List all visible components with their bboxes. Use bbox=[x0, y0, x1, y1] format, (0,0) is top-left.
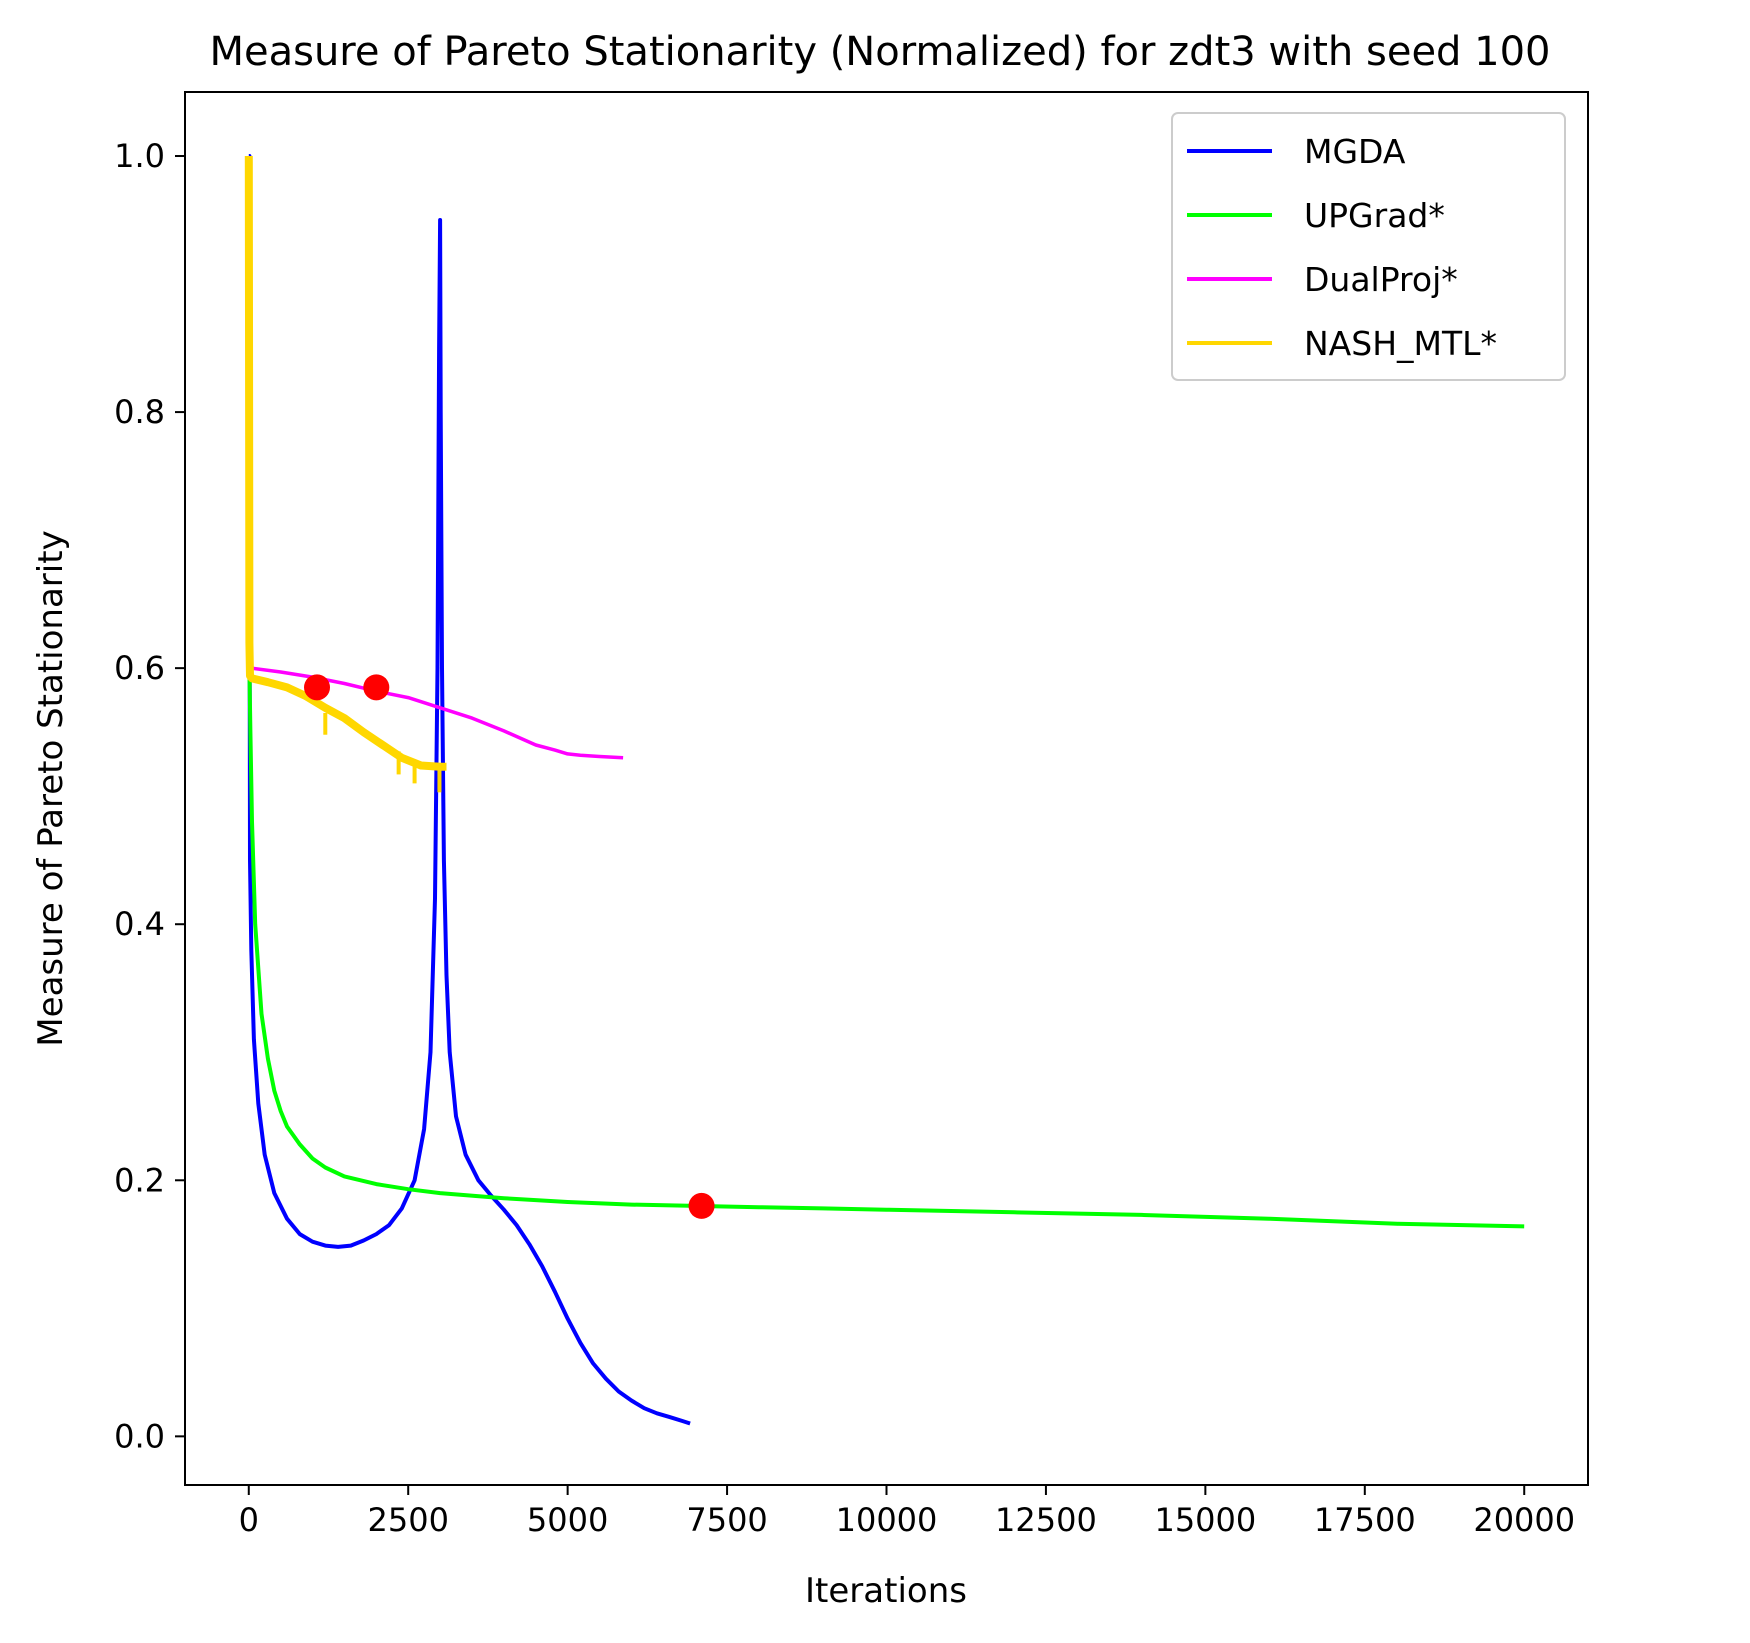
y-tick-label: 0.6 bbox=[114, 649, 165, 687]
legend-entry: NASH_MTL* bbox=[1304, 324, 1497, 363]
x-tick-label: 12500 bbox=[995, 1501, 1097, 1539]
y-tick-label: 0.8 bbox=[114, 393, 165, 431]
chart-title: Measure of Pareto Stationarity (Normaliz… bbox=[209, 29, 1550, 75]
x-tick-label: 7500 bbox=[686, 1501, 767, 1539]
legend: MGDA UPGrad* DualProj* NASH_MTL* bbox=[1171, 112, 1566, 381]
y-tick-label: 0.0 bbox=[114, 1417, 165, 1455]
red-marker-1 bbox=[304, 674, 331, 701]
series-line-upgrad bbox=[246, 155, 1525, 1229]
x-tick-label: 0 bbox=[239, 1501, 259, 1539]
series-line-mgda bbox=[247, 154, 691, 1426]
x-axis-label: Iterations bbox=[805, 1571, 967, 1611]
red-marker-3 bbox=[688, 1192, 715, 1219]
x-tick-label: 10000 bbox=[836, 1501, 938, 1539]
y-axis-label: Measure of Pareto Stationarity bbox=[31, 530, 71, 1046]
legend-entry: DualProj* bbox=[1304, 260, 1458, 299]
axes-layer: 0 2500 5000 7500 10000 12500 15000 17500 20000 0.… bbox=[114, 91, 1589, 1539]
x-tick-label: 5000 bbox=[527, 1501, 608, 1539]
x-tick-label: 20000 bbox=[1473, 1501, 1575, 1539]
x-tick-label: 2500 bbox=[367, 1501, 448, 1539]
legend-entry: MGDA bbox=[1304, 132, 1406, 171]
y-tick-label: 1.0 bbox=[114, 137, 165, 175]
legend-box bbox=[1171, 112, 1566, 381]
y-tick-label: 0.2 bbox=[114, 1161, 165, 1199]
red-marker-2 bbox=[363, 674, 390, 701]
x-tick-label: 15000 bbox=[1154, 1501, 1256, 1539]
series-layer bbox=[244, 154, 1525, 1426]
x-tick-label: 17500 bbox=[1314, 1501, 1416, 1539]
legend-entry: UPGrad* bbox=[1304, 196, 1445, 235]
marker-layer bbox=[304, 674, 715, 1219]
y-tick-label: 0.4 bbox=[114, 905, 165, 943]
